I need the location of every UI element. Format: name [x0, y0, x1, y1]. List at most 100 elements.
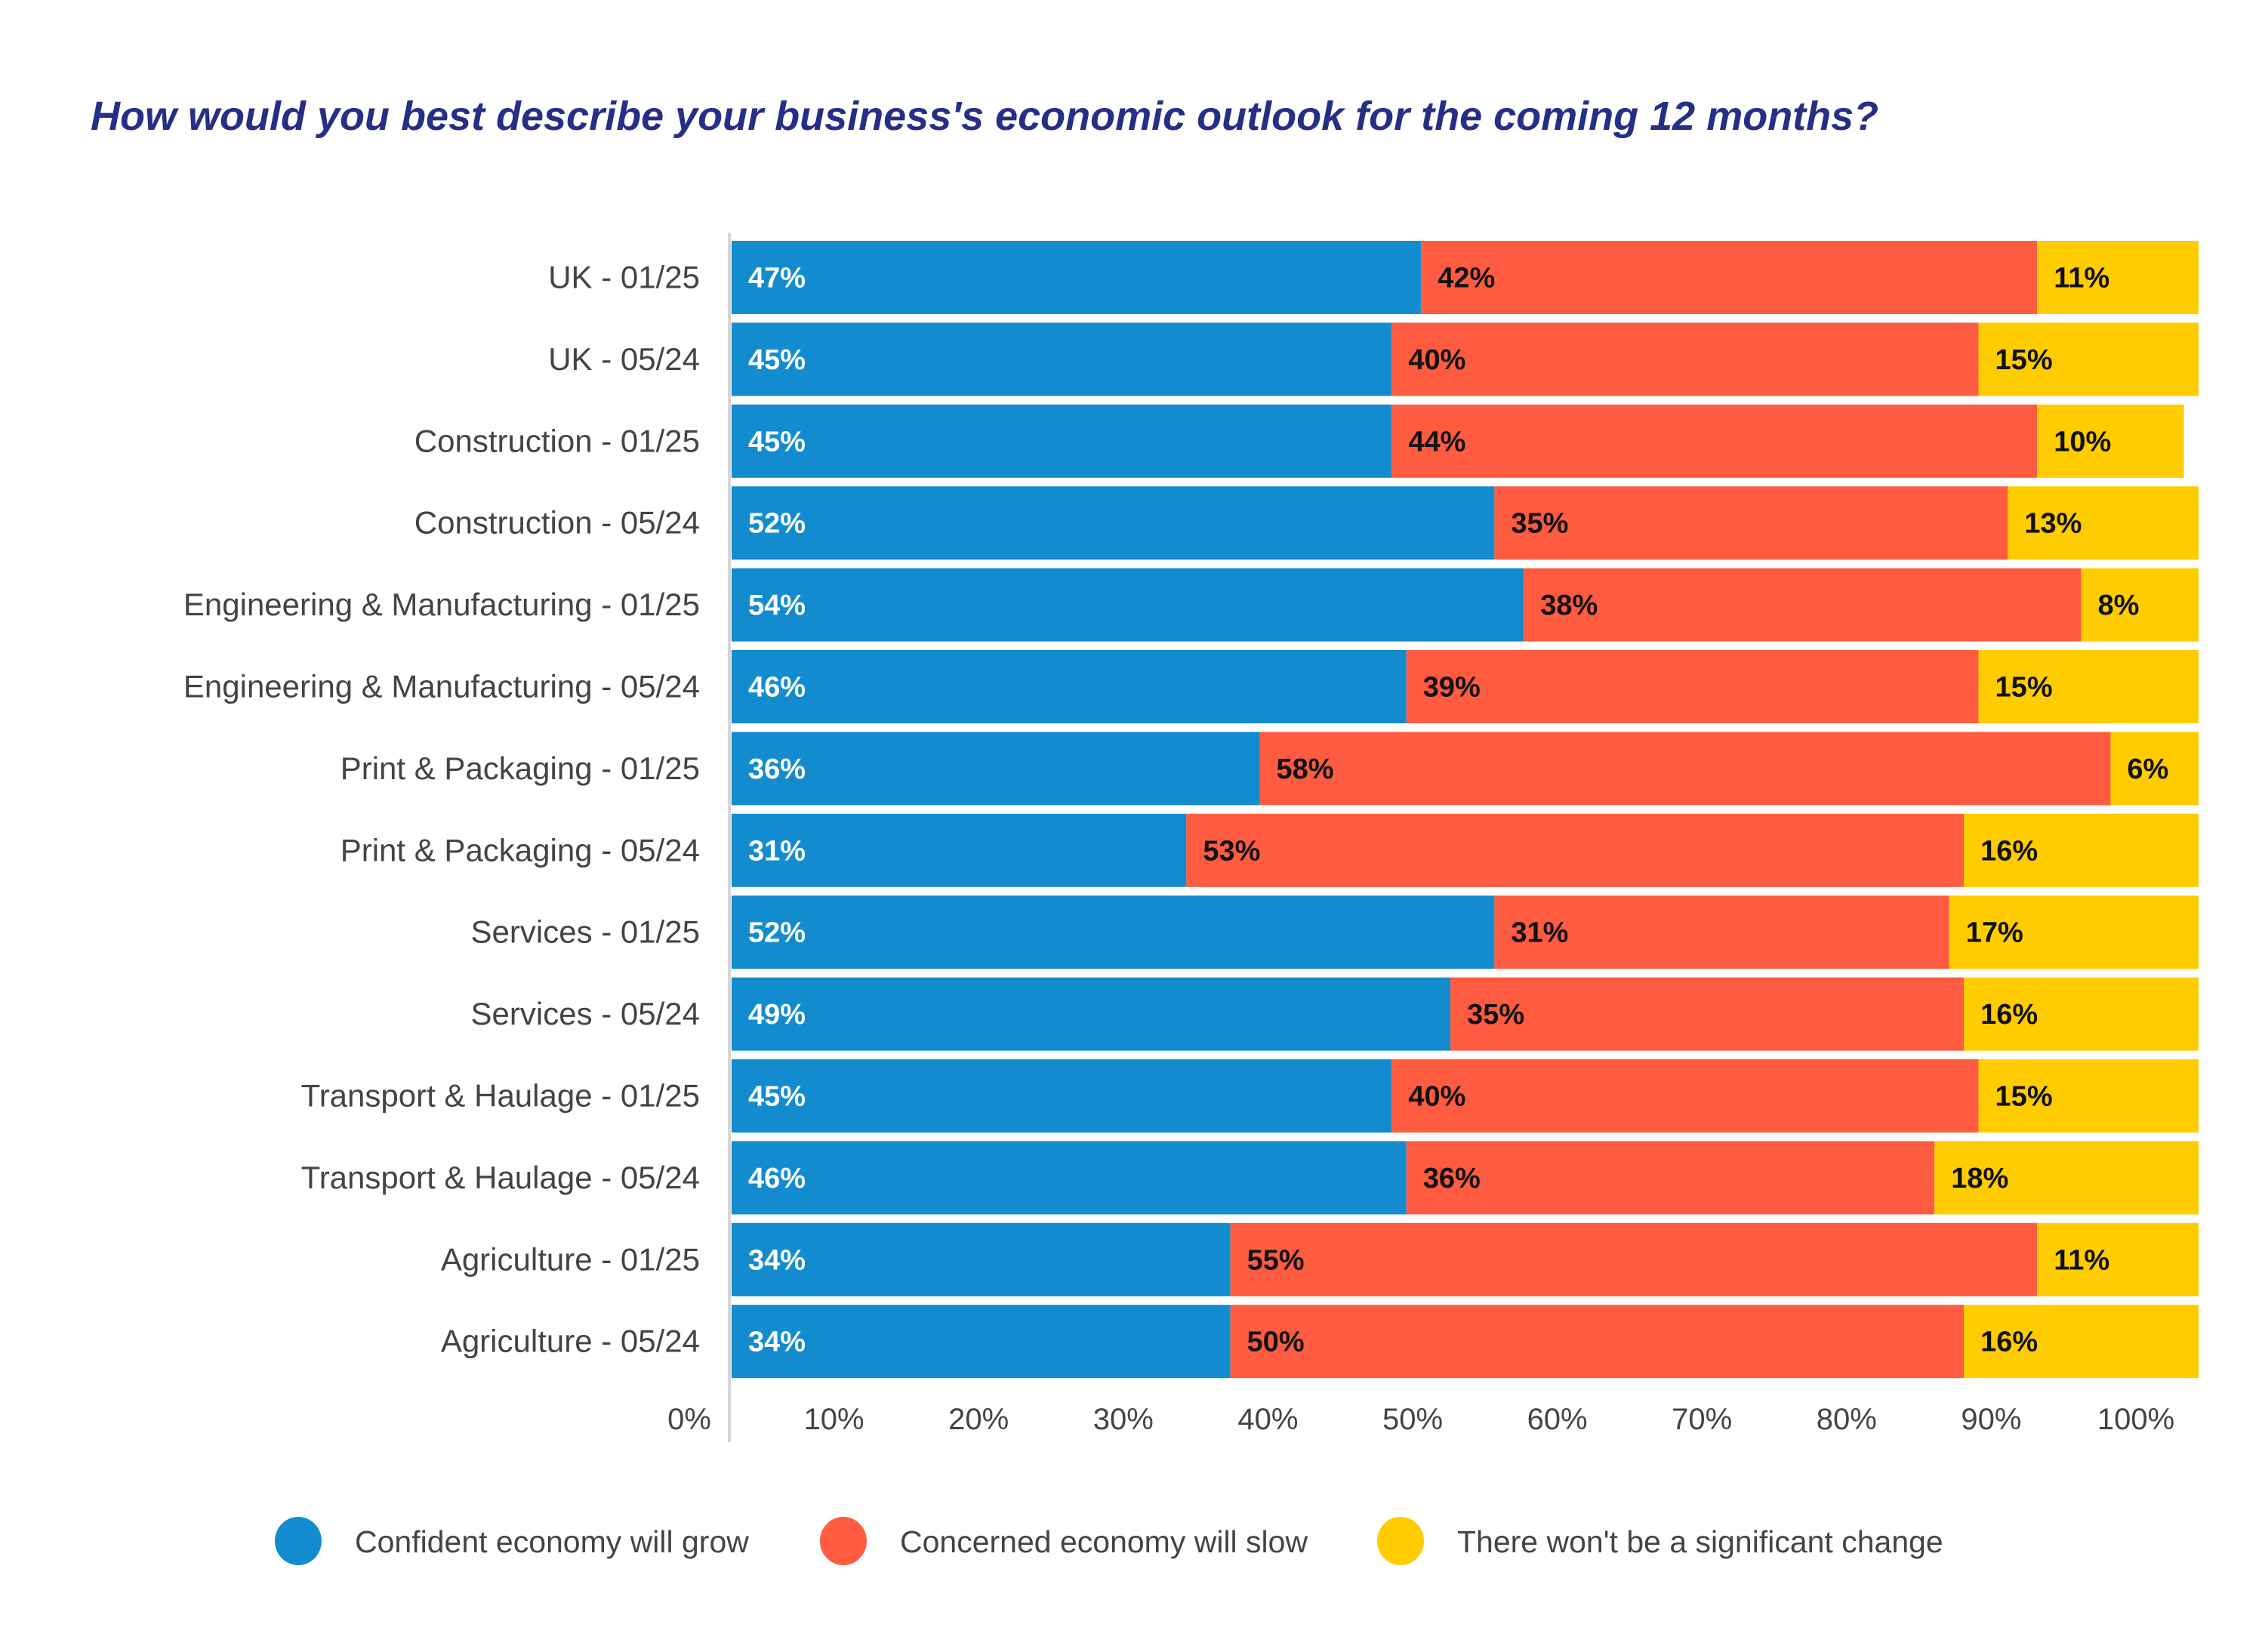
data-label: 18% [1951, 1163, 2008, 1194]
bar-segment-3 [2037, 404, 2184, 478]
data-label: 45% [748, 344, 806, 376]
data-label: 36% [748, 754, 806, 785]
data-label: 50% [1247, 1327, 1305, 1358]
bar-segment-1 [732, 486, 1495, 560]
data-label: 47% [748, 263, 806, 294]
data-label: 44% [1408, 426, 1465, 458]
legend-marker [275, 1517, 322, 1565]
bar-segment-2 [1230, 1222, 2038, 1296]
bar-segment-3 [2037, 1222, 2199, 1296]
x-tick-label: 0% [667, 1403, 711, 1436]
x-tick-label: 40% [1237, 1403, 1298, 1436]
bar-segment-2 [1391, 1059, 1979, 1133]
bar-segment-1 [732, 650, 1407, 723]
data-label: 17% [1966, 917, 2023, 949]
data-label: 36% [1423, 1163, 1481, 1194]
data-label: 49% [748, 999, 806, 1031]
category-label: UK - 01/25 [548, 260, 700, 295]
data-label: 40% [1408, 1081, 1465, 1113]
data-label: 16% [1980, 999, 2038, 1031]
legend-label: Confident economy will grow [355, 1524, 749, 1559]
x-tick-label: 10% [804, 1403, 864, 1436]
bar-segment-1 [732, 1141, 1407, 1215]
chart-title: How would you best describe your busines… [91, 94, 1878, 139]
x-tick-label: 90% [1961, 1403, 2021, 1436]
data-label: 15% [1995, 1081, 2053, 1113]
data-label: 13% [2024, 508, 2082, 540]
x-tick-label: 50% [1382, 1403, 1443, 1436]
data-label: 8% [2098, 590, 2140, 621]
category-label: Transport & Haulage - 05/24 [301, 1160, 700, 1195]
bar-segment-3 [1964, 813, 2199, 887]
bar-segment-3 [1964, 977, 2199, 1051]
bar-segment-1 [732, 1305, 1231, 1379]
bar-segment-1 [732, 322, 1392, 396]
category-label: Construction - 01/25 [414, 423, 700, 458]
x-tick-label: 80% [1817, 1403, 1877, 1436]
data-label: 52% [748, 917, 806, 949]
data-label: 11% [2054, 263, 2109, 294]
data-label: 45% [748, 1081, 806, 1113]
bar-segment-2 [1391, 404, 2038, 478]
bar-segment-1 [732, 813, 1187, 887]
category-label: Agriculture - 05/24 [441, 1324, 700, 1359]
x-tick-label: 20% [948, 1403, 1009, 1436]
category-label: UK - 05/24 [548, 341, 700, 377]
data-label: 42% [1438, 263, 1495, 294]
bar-segment-1 [732, 977, 1451, 1051]
bar-segment-2 [1186, 813, 1965, 887]
legend-marker [1377, 1517, 1424, 1565]
bar-segment-1 [732, 1059, 1392, 1133]
bar-segment-3 [1934, 1141, 2199, 1215]
data-label: 38% [1540, 590, 1598, 621]
legend-label: Concerned economy will slow [900, 1524, 1308, 1559]
bar-segment-3 [2081, 568, 2199, 642]
bar-segment-2 [1494, 895, 1949, 969]
data-label: 34% [748, 1244, 806, 1276]
category-label: Print & Packaging - 05/24 [341, 832, 700, 868]
data-label: 40% [1408, 344, 1465, 376]
category-label: Transport & Haulage - 01/25 [301, 1078, 700, 1114]
data-label: 55% [1247, 1244, 1305, 1276]
data-label: 34% [748, 1327, 806, 1358]
legend-label: There won't be a significant change [1457, 1524, 1943, 1559]
bar-segment-3 [2008, 486, 2199, 560]
bar-segment-2 [1406, 1141, 1935, 1215]
bar-segment-3 [1978, 650, 2199, 723]
bar-segment-2 [1421, 241, 2038, 314]
data-label: 46% [748, 672, 806, 704]
data-label: 39% [1423, 672, 1481, 704]
x-tick-label: 100% [2097, 1403, 2174, 1436]
data-label: 11% [2054, 1244, 2109, 1276]
data-label: 10% [2054, 426, 2111, 458]
bar-segment-2 [1524, 568, 2082, 642]
data-label: 35% [1467, 999, 1524, 1031]
bar-segment-2 [1494, 486, 2008, 560]
data-label: 16% [1980, 1327, 2038, 1358]
data-label: 31% [748, 835, 806, 867]
bar-segment-2 [1406, 650, 1979, 723]
bar-segment-2 [1391, 322, 1979, 396]
bar-segment-1 [732, 1222, 1231, 1296]
data-label: 6% [2127, 754, 2168, 785]
data-label: 53% [1203, 835, 1260, 867]
bar-segment-2 [1259, 732, 2111, 806]
data-label: 31% [1511, 917, 1568, 949]
bar-segment-3 [1964, 1305, 2199, 1379]
category-label: Construction - 05/24 [414, 505, 700, 541]
bar-segment-1 [732, 732, 1260, 806]
category-label: Services - 05/24 [471, 996, 700, 1031]
category-label: Agriculture - 01/25 [441, 1241, 700, 1277]
bar-segment-1 [732, 404, 1392, 478]
bar-segment-3 [1978, 1059, 2199, 1133]
bar-segment-3 [2037, 241, 2199, 314]
data-label: 58% [1276, 754, 1333, 785]
bar-segment-3 [1949, 895, 2199, 969]
data-label: 46% [748, 1163, 806, 1194]
category-label: Print & Packaging - 01/25 [341, 750, 700, 786]
data-label: 54% [748, 590, 806, 621]
data-label: 15% [1995, 344, 2053, 376]
bar-segment-1 [732, 895, 1495, 969]
x-tick-label: 60% [1527, 1403, 1588, 1436]
